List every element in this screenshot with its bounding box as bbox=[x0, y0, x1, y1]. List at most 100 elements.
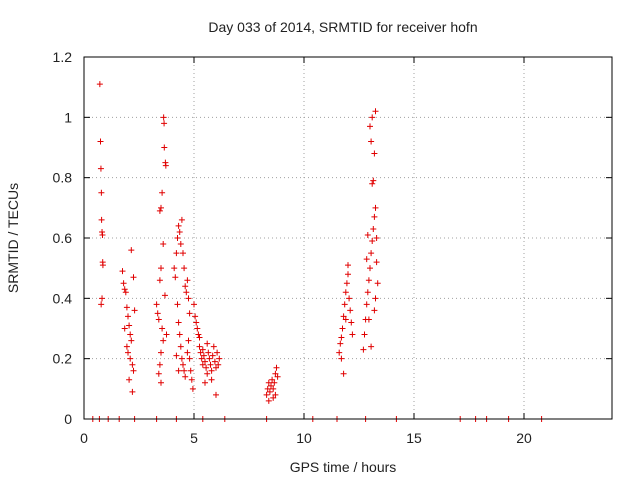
data-point bbox=[202, 358, 208, 365]
data-point bbox=[156, 207, 163, 214]
data-point bbox=[196, 334, 203, 341]
data-point bbox=[176, 331, 183, 338]
data-point bbox=[368, 343, 375, 350]
data-point bbox=[365, 277, 372, 284]
data-point bbox=[343, 280, 350, 287]
data-point bbox=[342, 289, 349, 296]
data-point bbox=[204, 370, 211, 377]
data-point bbox=[191, 301, 197, 308]
data-point bbox=[158, 379, 164, 386]
data-point bbox=[203, 364, 210, 371]
data-point bbox=[199, 346, 206, 353]
data-point bbox=[173, 352, 180, 359]
data-point bbox=[270, 394, 277, 401]
data-point bbox=[207, 361, 214, 368]
x-tick-label: 10 bbox=[296, 430, 312, 446]
x-axis-label: GPS time / hours bbox=[290, 459, 397, 475]
data-point bbox=[213, 364, 219, 371]
data-point bbox=[189, 385, 196, 392]
data-point bbox=[96, 81, 103, 88]
data-point bbox=[154, 310, 161, 317]
data-point bbox=[98, 301, 105, 308]
data-point bbox=[184, 349, 191, 356]
data-point bbox=[265, 379, 272, 386]
data-point bbox=[208, 367, 215, 374]
data-point bbox=[183, 289, 190, 296]
data-point bbox=[369, 238, 376, 245]
data-point bbox=[185, 295, 192, 302]
data-point bbox=[336, 349, 343, 356]
data-point bbox=[363, 301, 370, 308]
data-point bbox=[365, 316, 372, 323]
data-point bbox=[173, 250, 180, 257]
data-point bbox=[265, 397, 272, 404]
data-point bbox=[214, 349, 221, 356]
data-point bbox=[216, 355, 223, 362]
data-point bbox=[160, 337, 167, 344]
data-point bbox=[174, 235, 181, 241]
data-point bbox=[175, 222, 182, 229]
data-markers bbox=[89, 81, 545, 422]
x-tick-label: 15 bbox=[406, 430, 422, 446]
y-tick-label: 0.4 bbox=[53, 290, 73, 306]
data-point bbox=[364, 289, 371, 296]
data-point bbox=[371, 213, 378, 220]
data-point bbox=[206, 355, 213, 362]
data-point bbox=[99, 231, 106, 238]
data-point bbox=[129, 361, 136, 368]
data-point bbox=[348, 319, 355, 326]
data-point bbox=[372, 204, 379, 211]
data-point bbox=[364, 231, 371, 238]
grid-lines bbox=[84, 57, 612, 419]
data-point bbox=[163, 331, 170, 338]
data-point bbox=[178, 355, 185, 362]
data-point bbox=[186, 310, 193, 317]
data-point bbox=[182, 283, 189, 290]
data-point bbox=[269, 376, 276, 383]
data-point bbox=[97, 138, 104, 145]
data-point bbox=[158, 204, 164, 211]
chart-title: Day 033 of 2014, SRMTID for receiver hof… bbox=[208, 19, 477, 35]
data-point bbox=[368, 138, 375, 145]
data-point bbox=[339, 325, 346, 332]
data-point bbox=[153, 301, 160, 308]
data-point bbox=[128, 247, 135, 254]
y-tick-label: 0.8 bbox=[53, 170, 73, 186]
data-point bbox=[369, 114, 376, 121]
data-point bbox=[99, 262, 106, 269]
data-point bbox=[271, 379, 278, 386]
data-point bbox=[181, 265, 188, 272]
x-tick-label: 5 bbox=[190, 430, 198, 446]
data-point bbox=[98, 216, 105, 223]
data-point bbox=[123, 343, 130, 350]
data-point bbox=[158, 265, 164, 272]
data-point bbox=[367, 123, 373, 130]
data-point bbox=[272, 370, 279, 377]
data-point bbox=[176, 228, 183, 235]
data-point bbox=[97, 165, 104, 172]
data-point bbox=[178, 216, 185, 223]
data-point bbox=[187, 367, 194, 374]
data-point bbox=[210, 343, 217, 350]
data-point bbox=[177, 343, 184, 350]
data-point bbox=[370, 225, 377, 232]
data-point bbox=[205, 349, 212, 356]
y-tick-label: 1 bbox=[64, 109, 72, 125]
x-tick-label: 20 bbox=[516, 430, 532, 446]
data-point bbox=[126, 322, 133, 329]
data-point bbox=[158, 349, 164, 356]
data-point bbox=[182, 373, 189, 380]
data-point bbox=[372, 108, 379, 115]
data-point bbox=[119, 268, 126, 275]
data-point bbox=[272, 391, 279, 398]
y-axis-label: SRMTID / TECUs bbox=[5, 183, 21, 293]
data-point bbox=[196, 343, 203, 350]
data-point bbox=[120, 280, 127, 287]
data-point bbox=[185, 337, 192, 344]
data-point bbox=[361, 331, 368, 338]
data-point bbox=[155, 370, 162, 377]
data-point bbox=[266, 388, 273, 395]
data-point bbox=[346, 295, 353, 302]
data-point bbox=[340, 313, 347, 320]
data-point bbox=[198, 355, 205, 362]
